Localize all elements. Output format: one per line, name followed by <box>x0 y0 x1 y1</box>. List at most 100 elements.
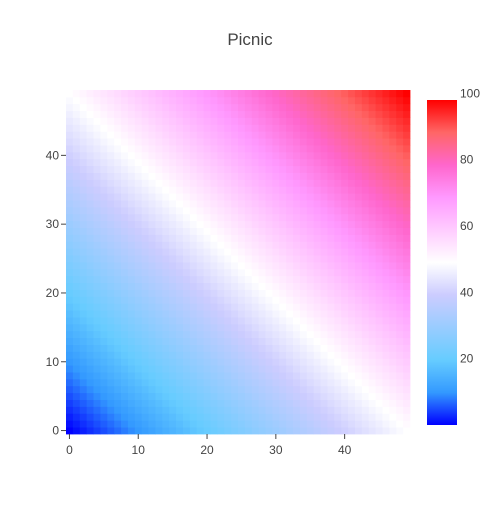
heatmap-cell <box>251 392 260 400</box>
heatmap-cell <box>121 206 129 215</box>
heatmap-cell <box>196 151 204 160</box>
heatmap-cell <box>279 220 287 228</box>
heatmap-cell <box>341 323 349 332</box>
heatmap-cell <box>354 248 363 256</box>
heatmap-cell <box>107 158 115 167</box>
heatmap-cell <box>114 124 122 132</box>
heatmap-cell <box>286 227 294 235</box>
heatmap-cell <box>258 158 266 167</box>
heatmap-cell <box>251 385 260 394</box>
heatmap-cell <box>224 372 232 380</box>
heatmap-cell <box>306 138 315 146</box>
heatmap-cell <box>217 90 225 98</box>
heatmap-cell <box>210 172 218 180</box>
heatmap-cell <box>86 365 94 373</box>
heatmap-cell <box>114 275 122 284</box>
heatmap-cell <box>182 337 191 345</box>
heatmap-cell <box>100 90 108 98</box>
heatmap-cell <box>265 131 273 139</box>
heatmap-cell <box>299 206 308 215</box>
heatmap-cell <box>348 427 356 435</box>
heatmap-cell <box>389 110 397 118</box>
heatmap-cell <box>72 193 81 201</box>
heatmap-cell <box>203 262 211 270</box>
heatmap-cell <box>265 406 273 414</box>
heatmap-cell <box>382 330 390 339</box>
heatmap-cell <box>100 385 108 394</box>
heatmap-cell <box>127 206 136 215</box>
heatmap-cell <box>286 351 294 359</box>
heatmap-cell <box>231 248 239 256</box>
heatmap-cell <box>189 165 198 173</box>
heatmap-cell <box>182 289 191 297</box>
heatmap-cell <box>361 378 370 387</box>
heatmap-cell <box>169 213 177 222</box>
heatmap-cell <box>251 110 260 118</box>
heatmap-cell <box>155 179 163 187</box>
heatmap-cell <box>368 282 376 290</box>
heatmap-cell <box>299 138 308 146</box>
heatmap-cell <box>244 220 253 228</box>
heatmap-cell <box>224 358 232 366</box>
heatmap-cell <box>210 310 218 318</box>
heatmap-cell <box>348 303 356 311</box>
heatmap-cell <box>279 179 287 187</box>
heatmap-cell <box>148 262 156 270</box>
heatmap-cell <box>86 303 94 311</box>
heatmap-cell <box>141 378 149 387</box>
heatmap-cell <box>354 96 363 105</box>
heatmap-cell <box>382 310 390 318</box>
heatmap-cell <box>272 406 280 414</box>
heatmap-cell <box>148 179 156 187</box>
heatmap-cell <box>141 282 149 290</box>
heatmap-cell <box>100 372 108 380</box>
heatmap-cell <box>320 268 328 277</box>
heatmap-cell <box>210 427 218 435</box>
heatmap-cell <box>389 303 397 311</box>
heatmap-cell <box>224 248 232 256</box>
heatmap-cell <box>306 413 315 421</box>
heatmap-cell <box>148 90 156 98</box>
heatmap-cell <box>217 96 225 105</box>
heatmap-cell <box>182 96 191 105</box>
heatmap-cell <box>231 344 239 352</box>
heatmap-cell <box>293 268 301 277</box>
heatmap-cell <box>114 200 122 208</box>
heatmap-cell <box>66 385 74 394</box>
heatmap-cell <box>244 372 253 380</box>
heatmap-cell <box>403 413 411 421</box>
heatmap-cell <box>313 234 321 242</box>
heatmap-cell <box>327 420 335 428</box>
heatmap-cell <box>258 193 266 201</box>
heatmap-cell <box>354 282 363 290</box>
heatmap-cell <box>327 282 335 290</box>
heatmap-cell <box>162 227 170 235</box>
heatmap-cell <box>210 420 218 428</box>
heatmap-cell <box>258 165 266 173</box>
heatmap-cell <box>258 275 266 284</box>
heatmap-cell <box>169 358 177 366</box>
heatmap-cell <box>224 420 232 428</box>
heatmap-cell <box>341 358 349 366</box>
heatmap-cell <box>196 241 204 249</box>
heatmap-cell <box>265 110 273 118</box>
heatmap-cell <box>265 310 273 318</box>
heatmap-cell <box>348 145 356 153</box>
heatmap-cell <box>341 413 349 421</box>
heatmap-cell <box>203 110 211 118</box>
heatmap-cell <box>93 310 101 318</box>
heatmap-cell <box>382 289 390 297</box>
heatmap-cell <box>134 151 143 160</box>
heatmap-cell <box>368 186 376 194</box>
heatmap-cell <box>341 351 349 359</box>
heatmap-cell <box>354 268 363 277</box>
heatmap-cell <box>182 193 191 201</box>
heatmap-cell <box>114 151 122 160</box>
heatmap-cell <box>231 296 239 304</box>
heatmap-cell <box>162 138 170 146</box>
heatmap-cell <box>217 406 225 414</box>
heatmap-cell <box>334 289 342 297</box>
heatmap-cell <box>189 206 198 215</box>
heatmap-cell <box>396 90 404 98</box>
heatmap-cell <box>265 124 273 132</box>
